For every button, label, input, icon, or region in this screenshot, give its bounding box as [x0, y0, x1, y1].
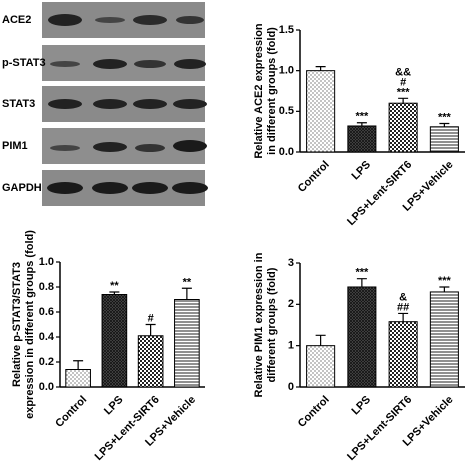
y-tick-label: 0.2	[39, 356, 54, 368]
significance-label: #	[400, 76, 406, 88]
y-tick-label: 0	[288, 381, 294, 393]
x-tick-label: LPS	[349, 159, 373, 183]
error-bar	[356, 122, 367, 126]
x-tick-label: Control	[53, 394, 89, 430]
bar	[101, 294, 128, 388]
bar	[306, 345, 336, 388]
significance-label: **	[183, 276, 192, 288]
significance-label: &&	[395, 66, 411, 78]
error-bar	[439, 122, 450, 127]
blot-label: GAPDH	[2, 182, 42, 194]
x-tick-label: LPS	[102, 394, 126, 418]
y-tick-label: 1	[288, 340, 294, 352]
blot-label: STAT3	[2, 98, 35, 110]
blot-strip	[42, 45, 206, 81]
error-bar	[439, 286, 450, 292]
error-bar	[145, 323, 156, 336]
significance-label: ***	[355, 267, 369, 279]
bar	[429, 291, 459, 388]
y-axis-label: Relative PIM1 expression in	[253, 252, 265, 397]
significance-label: #	[148, 313, 154, 325]
y-tick-label: 1.0	[39, 256, 54, 268]
error-bar	[73, 360, 84, 370]
y-tick-label: 1.5	[279, 24, 294, 36]
y-tick-label: 0.5	[279, 105, 294, 117]
significance-label: ***	[438, 112, 452, 124]
y-axis-label: different groups (fold)	[266, 267, 278, 382]
y-tick-label: 2	[288, 298, 294, 310]
bar	[65, 369, 91, 388]
x-tick-label: LPS	[349, 394, 373, 418]
error-bar	[315, 66, 326, 71]
y-tick-label: 0.6	[39, 306, 54, 318]
y-tick-label: 1.0	[279, 65, 294, 77]
error-bar	[398, 312, 409, 322]
bar	[429, 126, 459, 153]
y-axis-label: Relative p-STAT3/STAT3	[11, 262, 23, 387]
bar	[347, 286, 377, 388]
blot-strip	[42, 128, 207, 164]
y-axis-label: Relative ACE2 expression	[253, 23, 265, 159]
x-tick-label: Control	[296, 394, 332, 430]
blot-label: PIM1	[2, 140, 28, 152]
y-tick-label: 3	[288, 257, 294, 269]
x-tick-label: LPS+Lent-SIRT6	[93, 394, 162, 463]
bar	[388, 102, 418, 153]
significance-label: ##	[397, 301, 409, 313]
blot-label: ACE2	[2, 14, 31, 26]
y-axis-label: in different groups (fold)	[266, 27, 278, 155]
y-axis-label: expression in different groups (fold)	[24, 230, 36, 419]
bar	[174, 299, 200, 388]
error-bar	[315, 334, 326, 346]
x-tick-label: Control	[296, 159, 332, 195]
bar	[137, 335, 164, 388]
significance-label: &	[399, 291, 407, 303]
y-tick-label: 0.0	[39, 381, 54, 393]
blot-strip	[42, 2, 205, 38]
error-bar	[398, 97, 409, 104]
y-tick-label: 0.4	[39, 331, 55, 343]
significance-label: ***	[397, 86, 411, 98]
bar	[388, 321, 418, 388]
significance-label: ***	[355, 111, 369, 123]
western-blot	[42, 2, 208, 206]
significance-label: ***	[438, 275, 452, 287]
blot-label: p-STAT3	[2, 57, 46, 69]
error-bar	[356, 278, 367, 287]
bar	[306, 70, 336, 153]
y-tick-label: 0.8	[39, 281, 54, 293]
bar	[347, 125, 377, 153]
error-bar	[181, 287, 192, 300]
error-bar	[109, 291, 120, 295]
blot-strip	[42, 86, 207, 122]
significance-label: **	[110, 280, 119, 292]
blot-strip	[42, 170, 208, 206]
y-tick-label: 0.0	[279, 146, 294, 158]
